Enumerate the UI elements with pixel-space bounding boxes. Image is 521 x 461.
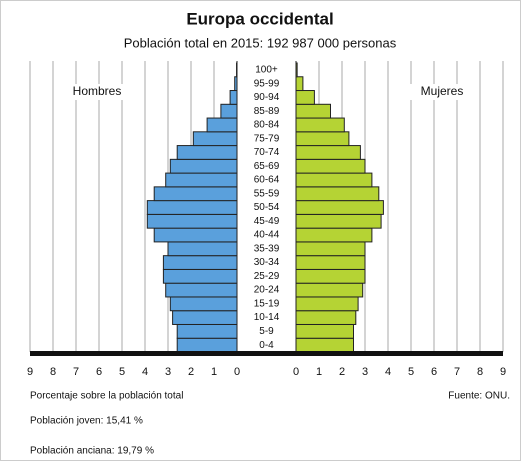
bar [172, 310, 238, 325]
age-label: 55-59 [254, 188, 280, 199]
bar [229, 90, 238, 105]
x-tick-label: 7 [454, 366, 460, 378]
bar [295, 227, 373, 243]
bar [295, 296, 359, 312]
x-tick-label: 6 [431, 366, 437, 378]
legend-bg [62, 84, 132, 100]
bar [176, 337, 238, 353]
bar [165, 172, 238, 188]
age-label: 90-94 [254, 92, 280, 103]
x-tick-label: 0 [234, 366, 240, 378]
bar [295, 90, 315, 105]
age-label: 5-9 [259, 326, 274, 337]
age-label: 95-99 [254, 78, 280, 89]
age-label: 20-24 [254, 285, 280, 296]
source: Fuente: ONU. [448, 391, 510, 402]
age-label: 0-4 [259, 340, 274, 351]
age-label: 65-69 [254, 161, 280, 172]
chart-title: Europa occidental [186, 9, 333, 28]
bar [295, 131, 350, 147]
bar [176, 145, 238, 160]
age-label: 15-19 [254, 298, 280, 309]
baseline [30, 351, 503, 356]
x-axis-label: Porcentaje sobre la población total [30, 391, 183, 402]
bar [295, 255, 366, 270]
age-label: 25-29 [254, 271, 280, 282]
bar [176, 323, 238, 339]
x-tick-label: 9 [500, 366, 506, 378]
x-tick-label: 5 [119, 366, 125, 378]
x-tick-label: 1 [316, 366, 322, 378]
bar [295, 323, 354, 339]
bar [295, 76, 304, 92]
bar [295, 145, 361, 160]
bar [206, 117, 238, 133]
age-label: 50-54 [254, 202, 280, 213]
note: Población anciana: 19,79 % [30, 446, 154, 457]
bar [295, 282, 364, 298]
bar [192, 131, 238, 147]
legend-label: Hombres [73, 84, 122, 98]
x-tick-label: 3 [165, 366, 171, 378]
age-label: 75-79 [254, 133, 280, 144]
x-tick-label: 8 [477, 366, 483, 378]
bar [153, 186, 238, 202]
x-tick-label: 1 [211, 366, 217, 378]
bar [295, 241, 366, 257]
bar [295, 337, 354, 353]
bar [162, 268, 238, 284]
bar [146, 200, 238, 215]
age-label: 30-34 [254, 257, 280, 268]
age-label: 70-74 [254, 147, 280, 158]
bar [295, 310, 357, 325]
x-tick-label: 6 [96, 366, 102, 378]
bar [295, 103, 331, 119]
bar [295, 186, 380, 202]
age-label: 10-14 [254, 312, 280, 323]
x-tick-label: 3 [362, 366, 368, 378]
age-label: 60-64 [254, 175, 280, 186]
bar [162, 255, 238, 270]
bar [169, 158, 238, 174]
bar [295, 213, 382, 229]
chart-subtitle: Población total en 2015: 192 987 000 per… [124, 35, 397, 50]
bar [295, 117, 345, 133]
bar [295, 268, 366, 284]
age-label: 80-84 [254, 120, 280, 131]
x-tick-label: 7 [73, 366, 79, 378]
age-label: 100+ [255, 65, 278, 76]
age-label: 85-89 [254, 106, 280, 117]
x-tick-label: 2 [339, 366, 345, 378]
bar [153, 227, 238, 243]
bar [295, 158, 366, 174]
x-tick-label: 2 [188, 366, 194, 378]
note: Población joven: 15,41 % [30, 416, 143, 427]
bar [165, 282, 238, 298]
legend-bg [408, 84, 478, 100]
x-tick-label: 4 [385, 366, 391, 378]
x-tick-label: 9 [27, 366, 33, 378]
x-tick-label: 8 [50, 366, 56, 378]
age-label: 35-39 [254, 243, 280, 254]
bar [167, 241, 238, 257]
age-label: 40-44 [254, 230, 280, 241]
x-tick-label: 0 [293, 366, 299, 378]
legend-label: Mujeres [421, 84, 464, 98]
x-tick-label: 5 [408, 366, 414, 378]
age-label: 45-49 [254, 216, 280, 227]
bar [169, 296, 238, 312]
bar [295, 200, 384, 215]
x-tick-label: 4 [142, 366, 148, 378]
bar [146, 213, 238, 229]
bar [220, 103, 238, 119]
bar [295, 172, 373, 188]
